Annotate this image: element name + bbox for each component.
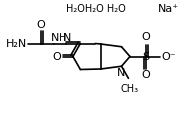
Text: H: H	[59, 33, 66, 42]
Text: N: N	[63, 33, 72, 42]
Text: Na⁺: Na⁺	[158, 4, 179, 14]
Text: S: S	[142, 51, 149, 62]
Text: N: N	[50, 33, 59, 42]
Text: O: O	[52, 51, 61, 62]
Text: H₂N: H₂N	[6, 38, 27, 49]
Text: CH₃: CH₃	[120, 84, 139, 94]
Text: H₂OH₂O H₂O: H₂OH₂O H₂O	[66, 4, 126, 14]
Text: O: O	[36, 20, 45, 29]
Text: O⁻: O⁻	[162, 51, 176, 62]
Text: N: N	[117, 68, 126, 78]
Text: O: O	[142, 33, 150, 42]
Text: O: O	[142, 71, 150, 80]
